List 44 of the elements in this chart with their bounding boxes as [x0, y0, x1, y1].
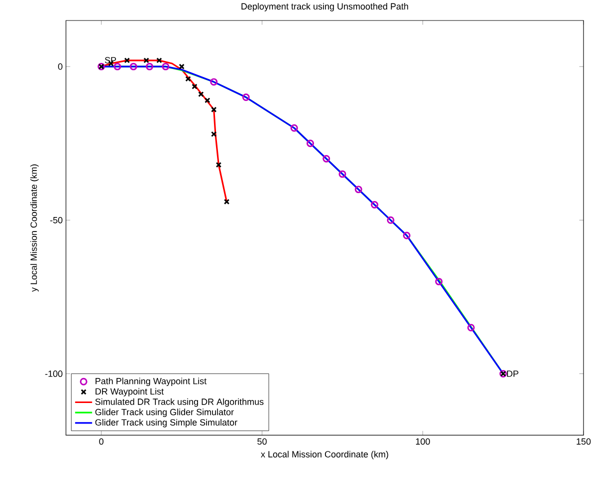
point [370, 201, 378, 208]
point [143, 58, 150, 64]
point [386, 216, 394, 224]
x-tick-label: 150 [576, 438, 591, 445]
point [192, 84, 198, 90]
x-tick-label: 0 [99, 438, 104, 445]
point [306, 140, 314, 148]
chart-title: Deployment track using Unsmoothed Path [242, 2, 408, 12]
point [224, 198, 230, 205]
point [290, 124, 298, 132]
point [198, 91, 204, 98]
legend-label: Glider Track using Glider Simulator [95, 408, 234, 417]
point [338, 170, 346, 178]
legend-label: Path Planning Waypoint List [96, 378, 207, 386]
point [467, 324, 475, 332]
y-axis-title: y Local Mission Coordinate (km) [30, 164, 39, 292]
point [402, 232, 410, 240]
x-axis-title: x Local Mission Coordinate (km) [260, 450, 388, 460]
point [242, 93, 250, 101]
point [322, 154, 330, 162]
point [124, 58, 130, 64]
y-tick-label: 0 [58, 63, 62, 70]
point [210, 131, 217, 137]
point [178, 64, 185, 70]
x-tick-label: 100 [416, 438, 430, 445]
legend-label: Glider Track using Simple Simulator [95, 418, 238, 428]
point [204, 97, 210, 104]
point [354, 186, 362, 194]
legend-label: DR Waypoint List [96, 388, 164, 396]
point [216, 162, 222, 168]
point [435, 278, 443, 286]
point [156, 58, 162, 64]
annotation: DP [507, 370, 518, 377]
point [210, 106, 217, 112]
y-tick-label: -100 [45, 370, 62, 377]
point [130, 62, 138, 70]
point [185, 76, 191, 82]
point [162, 62, 170, 70]
point [146, 62, 154, 70]
point [210, 78, 218, 86]
y-tick-label: -50 [50, 216, 62, 224]
x-tick-label: 50 [257, 438, 267, 445]
point [114, 62, 122, 70]
legend-label: Simulated DR Track using DR Algorithmus [95, 398, 264, 407]
